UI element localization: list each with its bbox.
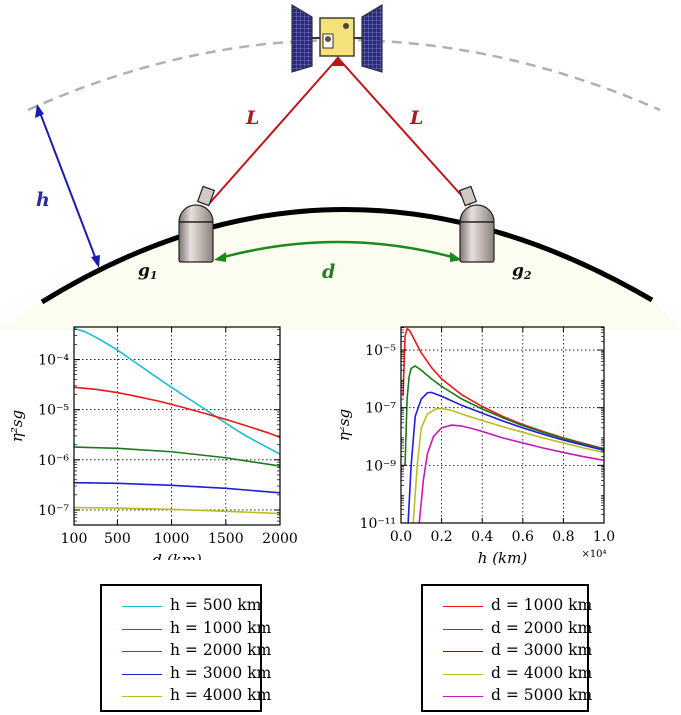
legend-left: h = 500 km h = 1000 km h = 2000 km h = 3000… (100, 584, 271, 712)
label-g2: g2 (512, 261, 532, 282)
x-axis-label: d (km) (152, 551, 202, 560)
legend-swatch (122, 651, 162, 652)
earth-surface (0, 209, 681, 330)
tick-label-y-0: 10⁻¹¹ (360, 516, 396, 532)
altitude-arrowhead-top (35, 104, 44, 118)
legend-entry-1: h = 500 km (102, 596, 262, 618)
tick-label-y-1: 10⁻⁹ (365, 458, 396, 474)
legend-swatch (122, 628, 162, 630)
plot-frame (73, 326, 281, 526)
satellite (291, 3, 383, 73)
legend-swatch (443, 606, 483, 607)
legend-entry-5: d = 5000 km (423, 686, 592, 708)
legend-entry-5: h = 4000 km (102, 686, 271, 708)
legend-entry-1: d = 1000 km (423, 596, 592, 618)
tick-label-x-3: 1500 (208, 531, 244, 547)
legend-entry-4: d = 4000 km (423, 664, 592, 686)
distance-arrowhead-left (214, 252, 226, 262)
legend-swatch (443, 696, 483, 697)
series-line-3 (74, 446, 280, 467)
label-L-right: L (409, 107, 423, 129)
legend-swatch (443, 673, 483, 675)
distance-arrowhead-right (450, 252, 462, 262)
altitude-arrowhead-bottom (91, 255, 100, 268)
earth-horizon (40, 207, 654, 305)
tick-label-x-2: 1000 (154, 531, 190, 547)
series-line-1 (74, 327, 280, 455)
label-h: h (36, 189, 50, 211)
legend-swatch (443, 628, 483, 630)
tick-label-y-2: 10⁻⁷ (365, 401, 396, 417)
series-line-3 (407, 391, 604, 523)
legend-label: d = 5000 km (491, 686, 593, 704)
tick-label-y-3: 10⁻⁵ (365, 343, 396, 359)
series-line-1 (402, 327, 604, 450)
tick-label-y-0: 10⁻⁷ (38, 503, 69, 519)
series-line-5 (74, 506, 280, 515)
legend-label: h = 2000 km (170, 641, 272, 659)
tick-label-y-3: 10⁻⁴ (38, 353, 69, 369)
series-line-4 (412, 407, 604, 523)
tick-label-x-1: 0.2 (430, 529, 452, 545)
series-line-2 (404, 365, 604, 466)
tick-label-x-0: 0.0 (390, 529, 412, 545)
label-d: d (322, 261, 335, 283)
y-axis-label: η²sg (340, 409, 353, 441)
legend-label: h = 1000 km (170, 618, 272, 637)
legend-label: d = 3000 km (491, 641, 593, 659)
tick-label-x-2: 0.4 (471, 529, 493, 545)
tick-label-x-3: 0.6 (512, 529, 534, 545)
y-axis-label: η²sg (8, 410, 26, 442)
plot-frame (400, 326, 605, 524)
legend-entry-4: h = 3000 km (102, 664, 271, 686)
legend-label: h = 500 km (170, 596, 262, 614)
tick-label-x-5: 1.0 (593, 529, 615, 545)
tick-label-x-4: 0.8 (552, 529, 574, 545)
legend-entry-3: d = 3000 km (423, 641, 592, 663)
x-axis-label: h (km) (478, 549, 528, 567)
grid (400, 327, 605, 524)
x-axis-multiplier: ×10⁴ (581, 549, 606, 560)
legend-swatch (443, 651, 483, 652)
distance-arc (219, 240, 457, 260)
satellite-scene: L L h d g1 g2 (0, 3, 681, 330)
legend-swatch (122, 673, 162, 675)
tick-label-x-1: 500 (104, 531, 131, 547)
label-L-left: L (245, 107, 259, 129)
legend-label: d = 4000 km (491, 663, 593, 682)
legend-right: d = 1000 km d = 2000 km d = 3000 km d = 400… (421, 584, 592, 712)
legend-entry-2: d = 2000 km (423, 619, 592, 641)
label-g1: g1 (138, 261, 158, 282)
link-arrowhead (330, 56, 345, 66)
altitude-arrow (38, 109, 98, 263)
link-left (207, 57, 339, 206)
legend-entry-3: h = 2000 km (102, 641, 271, 663)
ground-station-g1 (178, 185, 216, 263)
legend-label: d = 2000 km (491, 618, 593, 637)
tick-label-y-2: 10⁻⁵ (38, 403, 69, 419)
series-line-4 (74, 481, 280, 494)
legend-swatch (122, 606, 162, 607)
legend-label: d = 1000 km (491, 596, 593, 614)
legend-label: h = 4000 km (170, 686, 272, 704)
tick-label-y-1: 10⁻⁶ (38, 453, 69, 469)
plot-left: 100 500 1000 1500 2000 10⁻⁷ 10⁻⁶ 10⁻⁵ 10⁻⁴ d (km)… (8, 326, 298, 560)
legend-entry-2: h = 1000 km (102, 619, 271, 641)
tick-label-x-0: 100 (61, 531, 88, 547)
legend-swatch (122, 696, 162, 697)
legend-label: h = 3000 km (170, 663, 272, 682)
link-right (337, 57, 471, 206)
series-line-2 (74, 386, 280, 439)
plot-right: 0.0 0.2 0.4 0.6 0.8 1.0 10⁻¹¹ 10⁻⁹ 10⁻⁷ 10⁻⁵ h (km… (340, 326, 615, 567)
series-line-5 (418, 424, 604, 523)
ground-station-g2 (458, 185, 495, 263)
tick-label-x-4: 2000 (262, 531, 298, 547)
